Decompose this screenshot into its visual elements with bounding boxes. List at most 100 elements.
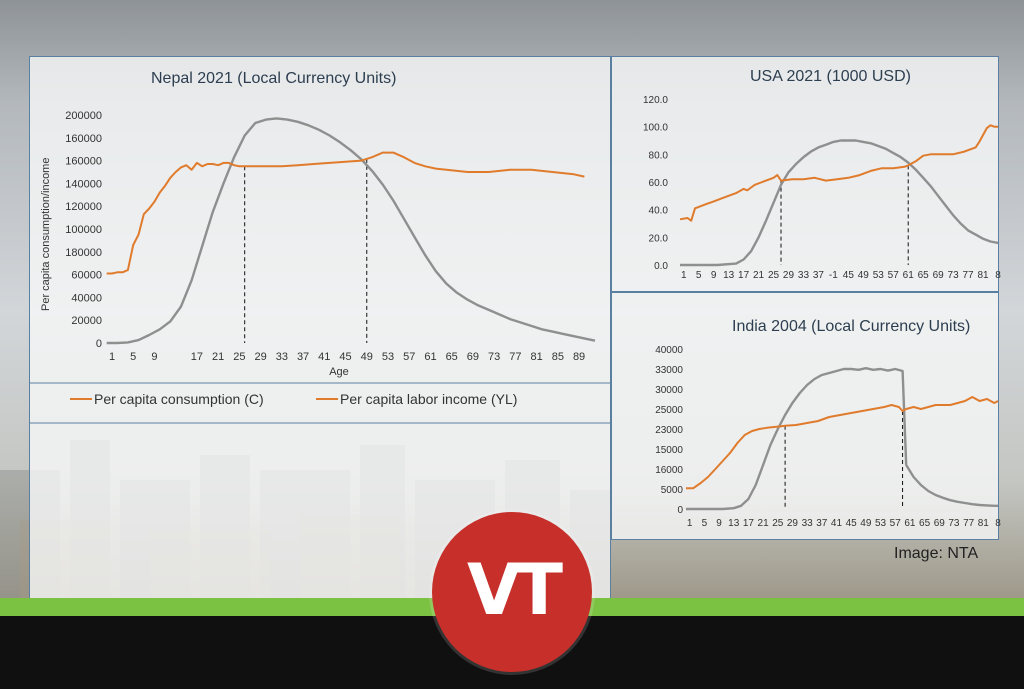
nepal-labor-income-line [106, 117, 596, 345]
usa-x-tick-label: 33 [798, 270, 810, 281]
india-x-tick-label: 29 [787, 518, 799, 529]
india-x-tick-label: 17 [743, 518, 755, 529]
india-y-tick-label: 25000 [655, 405, 683, 416]
usa-x-tick-label: 21 [753, 270, 765, 281]
nepal-x-tick-label: 9 [151, 351, 157, 363]
india-x-tick-label: 9 [716, 518, 722, 529]
usa-y-tick-label: 20.0 [649, 233, 669, 244]
india-x-tick-label: 49 [860, 518, 872, 529]
india-x-tick-label: 73 [948, 518, 960, 529]
nepal-chart-panel: Nepal 2021 (Local Currency Units) Per ca… [29, 56, 611, 599]
india-x-tick-label: 77 [963, 518, 975, 529]
nepal-x-axis-label: Age [329, 366, 349, 378]
nepal-x-tick-label: 73 [488, 351, 500, 363]
india-y-tick-label: 23000 [655, 425, 683, 436]
nepal-y-tick-label: 140000 [65, 178, 102, 190]
india-x-tick-label: 5 [702, 518, 708, 529]
vt-logo: VT [432, 512, 592, 672]
usa-x-tick-label: 77 [963, 270, 975, 281]
usa-y-tick-label: 80.0 [649, 150, 669, 161]
nepal-x-tick-label: 77 [509, 351, 521, 363]
legend-labor-income-label: Per capita labor income (YL) [340, 391, 517, 407]
usa-y-tick-label: 40.0 [649, 206, 669, 217]
india-labor-income-line [686, 366, 998, 511]
usa-x-tick-label: 25 [768, 270, 780, 281]
nepal-x-tick-label: 45 [339, 351, 351, 363]
india-y-tick-label: 40000 [655, 345, 683, 356]
nepal-y-tick-label: 100000 [65, 224, 102, 236]
usa-x-tick-label: 69 [933, 270, 945, 281]
india-x-tick-label: 53 [875, 518, 887, 529]
nepal-x-tick-label: 1 [109, 351, 115, 363]
nepal-x-tick-label: 65 [446, 351, 458, 363]
nepal-y-tick-label: 40000 [71, 292, 102, 304]
india-y-tick-label: 33000 [655, 365, 683, 376]
usa-x-tick-label: 45 [843, 270, 855, 281]
india-x-tick-label: 8 [995, 518, 1001, 529]
india-y-tick-label: 30000 [655, 385, 683, 396]
nepal-x-tick-label: 33 [276, 351, 288, 363]
india-chart-title: India 2004 (Local Currency Units) [732, 318, 970, 335]
usa-labor-income-line [680, 139, 999, 267]
usa-x-tick-label: -1 [829, 270, 838, 281]
nepal-x-tick-label: 69 [467, 351, 479, 363]
nepal-y-tick-label: 60000 [71, 270, 102, 282]
india-y-tick-label: 5000 [661, 485, 684, 496]
india-chart-panel: India 2004 (Local Currency Units) 0 5000 1… [611, 292, 1001, 540]
india-y-tick-label: 0 [677, 505, 683, 516]
nepal-x-tick-label: 49 [361, 351, 373, 363]
india-x-tick-label: 37 [816, 518, 828, 529]
usa-y-tick-label: 100.0 [643, 123, 668, 134]
india-chart: India 2004 (Local Currency Units) 0 5000 1… [655, 318, 1001, 529]
usa-x-tick-label: 37 [813, 270, 825, 281]
usa-x-tick-label: 9 [711, 270, 717, 281]
nepal-x-tick-label: 25 [233, 351, 245, 363]
nepal-y-tick-label: 120000 [65, 201, 102, 213]
india-x-tick-label: 57 [890, 518, 902, 529]
india-x-tick-label: 61 [904, 518, 916, 529]
nepal-x-tick-label: 21 [212, 351, 224, 363]
nepal-y-tick-label: 180000 [65, 247, 102, 259]
india-x-tick-label: 25 [772, 518, 784, 529]
nepal-x-tick-label: 81 [530, 351, 542, 363]
usa-x-tick-label: 1 [681, 270, 687, 281]
vt-logo-text: VT [467, 549, 563, 631]
india-x-tick-label: 45 [846, 518, 858, 529]
usa-x-tick-label: 73 [948, 270, 960, 281]
usa-chart-panel: USA 2021 (1000 USD) 0.0 20.0 40.0 60.0 80.0 1… [611, 56, 1001, 292]
india-x-tick-label: 21 [758, 518, 770, 529]
usa-x-tick-label: 65 [918, 270, 930, 281]
nepal-y-tick-label: 20000 [71, 315, 102, 327]
nepal-x-tick-label: 41 [318, 351, 330, 363]
usa-x-tick-label: 53 [873, 270, 885, 281]
nepal-chart: Nepal 2021 (Local Currency Units) Per ca… [30, 70, 610, 424]
usa-y-tick-label: 0.0 [654, 261, 668, 272]
india-x-tick-label: 41 [831, 518, 843, 529]
india-x-tick-label: 69 [934, 518, 946, 529]
india-y-tick-label: 16000 [655, 465, 683, 476]
image-credit: Image: NTA [894, 545, 979, 562]
usa-x-tick-label: 57 [888, 270, 900, 281]
nepal-x-tick-label: 17 [191, 351, 203, 363]
nepal-x-tick-label: 61 [424, 351, 436, 363]
usa-chart-title: USA 2021 (1000 USD) [750, 68, 911, 85]
nepal-x-tick-label: 57 [403, 351, 415, 363]
nepal-x-tick-label: 53 [382, 351, 394, 363]
nepal-y-tick-label: 0 [96, 338, 102, 350]
nepal-x-tick-label: 29 [254, 351, 266, 363]
usa-x-tick-label: 29 [783, 270, 795, 281]
india-consumption-line [686, 396, 999, 490]
usa-y-tick-label: 60.0 [649, 178, 669, 189]
nepal-x-tick-label: 5 [130, 351, 136, 363]
nepal-y-tick-label: 160000 [65, 156, 102, 168]
india-x-tick-label: 33 [802, 518, 814, 529]
usa-x-tick-label: 17 [738, 270, 750, 281]
nepal-y-tick-label: 200000 [65, 110, 102, 122]
usa-y-tick-label: 120.0 [643, 95, 668, 106]
usa-x-tick-label: 5 [696, 270, 702, 281]
usa-x-tick-label: 61 [903, 270, 915, 281]
india-y-tick-label: 15000 [655, 445, 683, 456]
usa-x-tick-label: 13 [723, 270, 735, 281]
nepal-x-tick-label: 89 [573, 351, 585, 363]
usa-x-tick-label: 8 [995, 270, 1001, 281]
